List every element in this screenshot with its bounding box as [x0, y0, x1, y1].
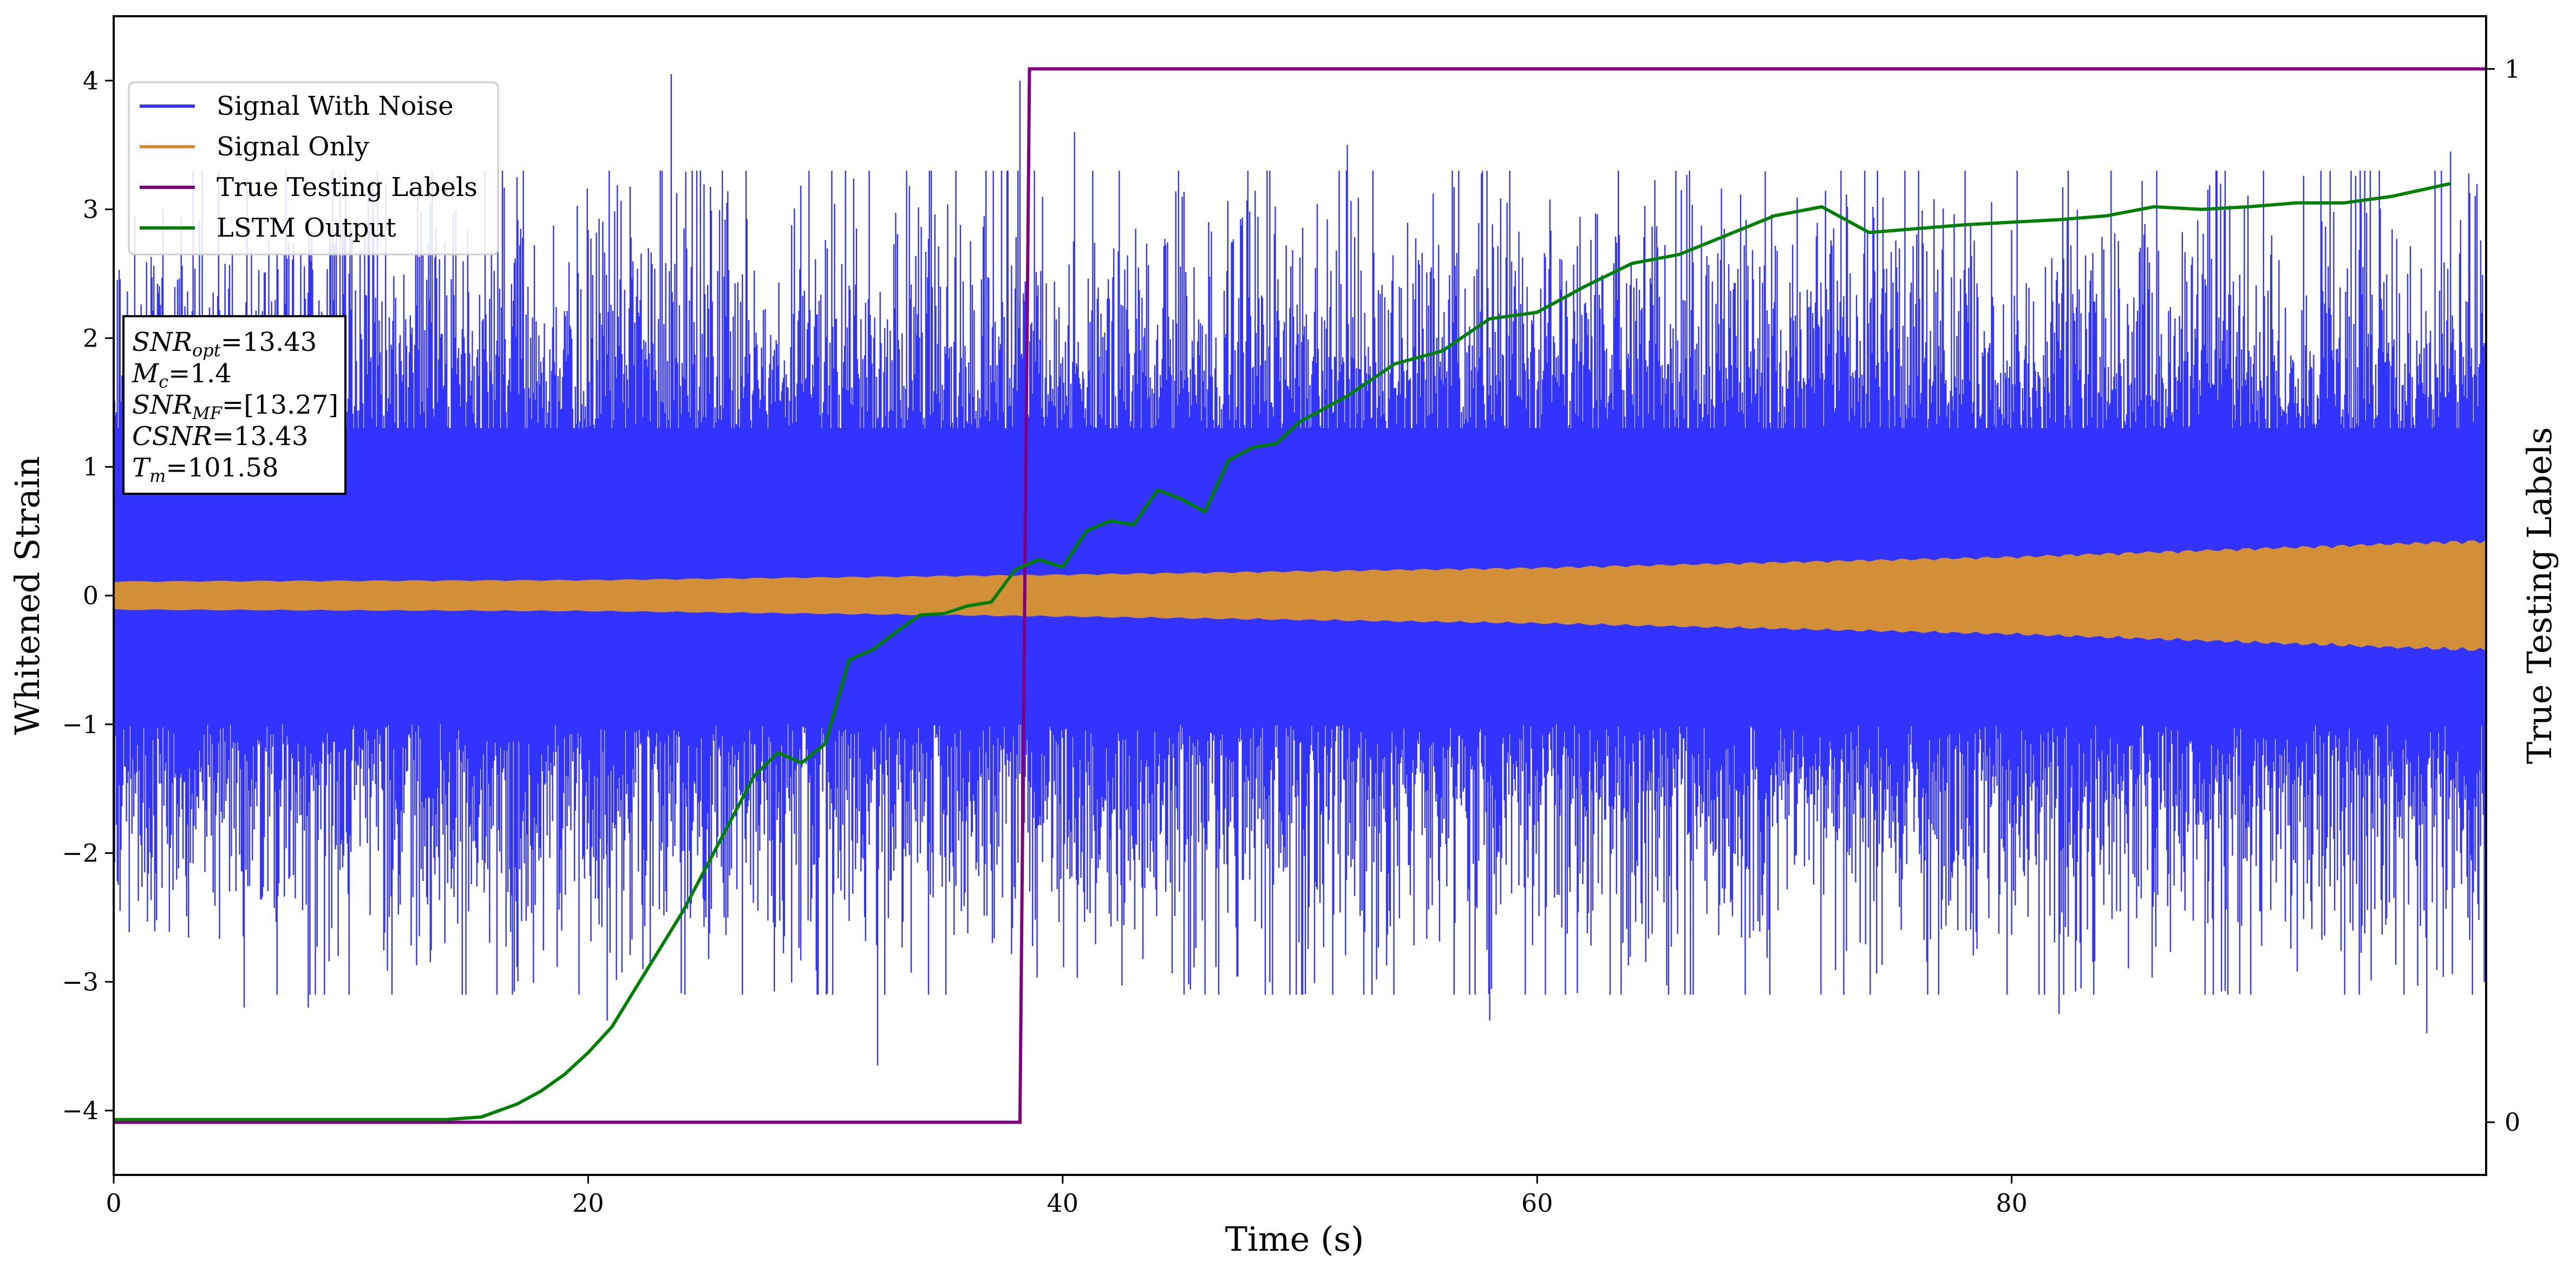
y-tick-label: 0	[83, 581, 99, 610]
info-box-line: Mc=1.4	[132, 358, 232, 392]
plot-area	[113, 67, 2487, 1124]
x-tick-label: 0	[106, 1188, 121, 1218]
info-box: SNRopt=13.43Mc=1.4SNRMF=[13.27]CSNR=13.4…	[122, 315, 346, 495]
y-tick-label: 1	[83, 452, 99, 481]
true-testing-labels-line	[114, 67, 2486, 1124]
y2-tick-label: 0	[2505, 1108, 2520, 1137]
x-tick-label: 60	[1521, 1188, 1553, 1218]
legend-label-lstm-output: LSTM Output	[217, 213, 396, 243]
x-tick-label: 40	[1047, 1188, 1079, 1218]
info-box-line: SNRMF=[13.27]	[132, 390, 338, 423]
legend-label-signal-with-noise: Signal With Noise	[217, 91, 454, 121]
y-tick-label: 4	[83, 66, 99, 95]
y-tick-label: −2	[62, 839, 99, 868]
y-tick-label: −3	[62, 967, 99, 996]
x-tick-label: 80	[1996, 1188, 2028, 1218]
legend-label-signal-only: Signal Only	[217, 132, 369, 162]
x-tick-label: 20	[572, 1188, 604, 1218]
y2-axis-label: True Testing Labels	[2520, 427, 2559, 765]
info-box-line: Tm=101.58	[132, 453, 279, 486]
info-box-line: SNRopt=13.43	[132, 327, 317, 361]
lstm-output-line	[114, 182, 2451, 1121]
legend: Signal With Noise Signal Only True Testing…	[128, 81, 499, 256]
x-axis-label: Time (s)	[1225, 1219, 1364, 1259]
y-tick-label: −1	[62, 710, 99, 739]
y-tick-label: −4	[62, 1096, 99, 1125]
y-tick-label: 3	[83, 195, 99, 224]
info-box-frame	[122, 315, 346, 495]
y-axis-label: Whitened Strain	[8, 456, 47, 735]
y2-tick-label: 1	[2505, 54, 2520, 83]
y-tick-label: 2	[83, 323, 99, 352]
info-box-line: CSNR=13.43	[132, 421, 308, 452]
legend-frame	[128, 81, 499, 256]
series-true-testing-labels	[114, 67, 2486, 1124]
legend-label-true-testing-labels: True Testing Labels	[217, 172, 478, 202]
series-lstm-output	[114, 182, 2451, 1121]
